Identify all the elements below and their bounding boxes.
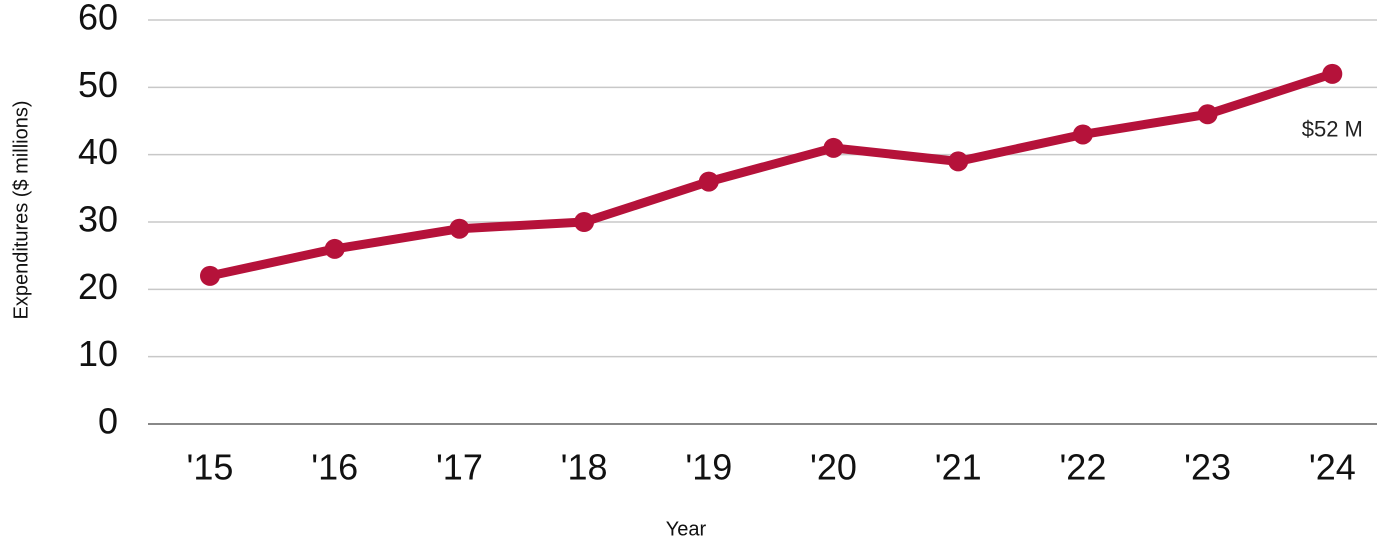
x-tick-label: '15	[187, 447, 234, 488]
x-tick-label: '19	[685, 447, 732, 488]
marker	[698, 171, 719, 192]
y-tick-label: 10	[78, 333, 118, 374]
y-tick-label: 50	[78, 64, 118, 105]
line	[205, 69, 1337, 281]
marker	[948, 151, 969, 172]
x-tick-label: '18	[561, 447, 608, 488]
marker	[1322, 63, 1343, 84]
x-tick-label: '24	[1309, 447, 1356, 488]
y-tick-label: 30	[78, 199, 118, 240]
y-tick-label: 40	[78, 131, 118, 172]
marker	[200, 265, 220, 286]
x-axis-title: Year	[666, 518, 707, 540]
y-tick-label: 20	[78, 266, 118, 307]
x-tick-label: '16	[311, 447, 358, 488]
data-label: $52 M	[1302, 117, 1363, 142]
x-tick-label: '17	[436, 447, 483, 488]
x-tick-label: '23	[1184, 447, 1231, 488]
marker	[823, 137, 844, 158]
x-tick-label: '22	[1059, 447, 1106, 488]
marker	[1197, 104, 1218, 125]
y-axis-title: Expenditures ($ millions)	[10, 101, 32, 320]
marker	[324, 238, 345, 259]
marker	[1072, 124, 1093, 145]
marker	[574, 212, 595, 232]
y-tick-label: 60	[78, 0, 118, 38]
y-tick-label: 0	[98, 401, 118, 442]
x-tick-label: '21	[935, 447, 982, 488]
x-tick-label: '20	[810, 447, 857, 488]
marker	[449, 218, 470, 239]
